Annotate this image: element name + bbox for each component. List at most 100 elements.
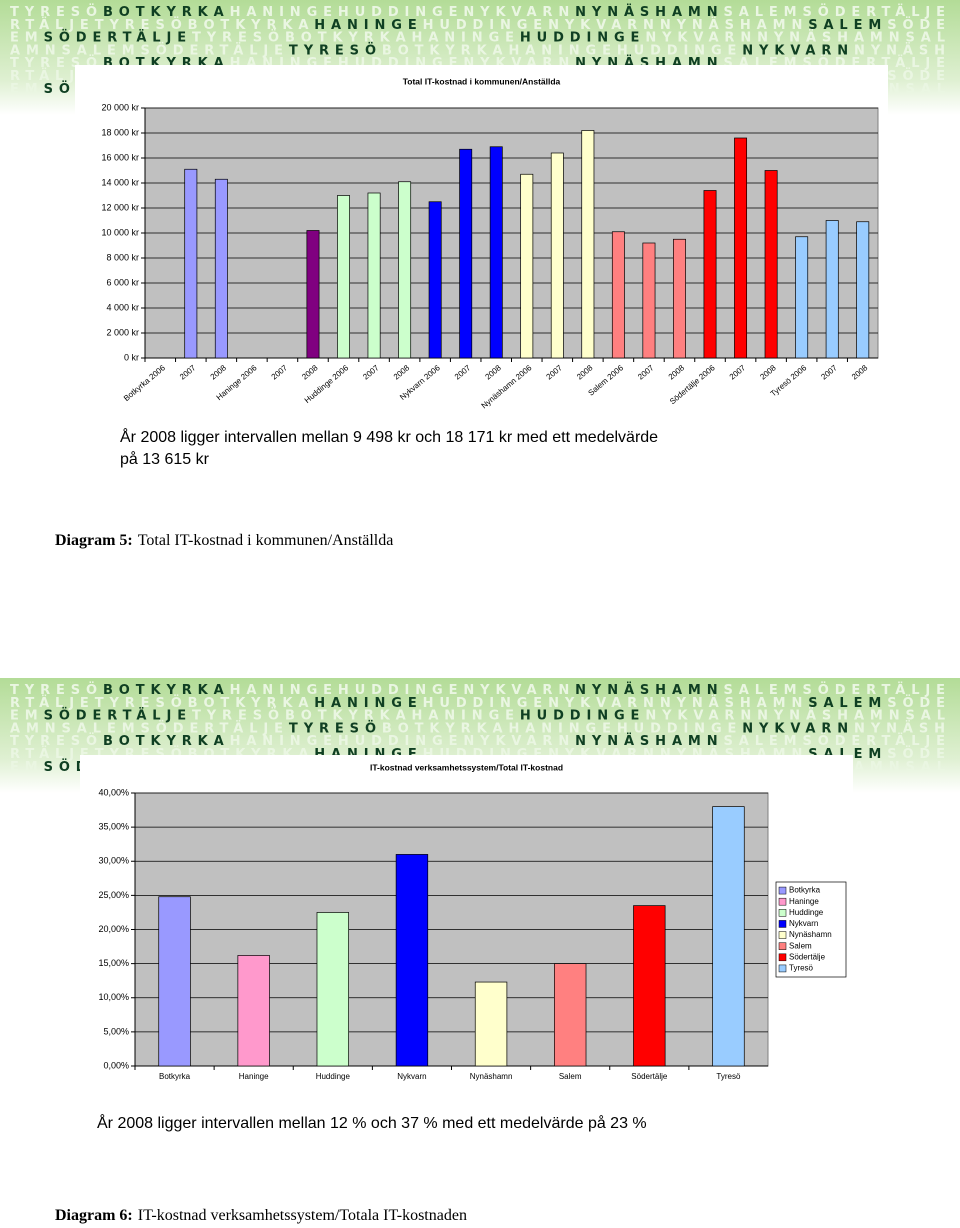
legend-swatch [778,920,787,928]
banner-name: AMNSALEMSÖDERTÄLJE [10,42,283,58]
bar [398,181,412,359]
y-tick-label: 10 000 kr [101,227,139,237]
legend-swatch [778,897,787,906]
x-tick-label: Nynäshamn [470,1072,513,1081]
banner-name-highlight: NYNÄSHAMN [575,4,718,20]
y-tick-label: 0,00% [103,1060,129,1070]
legend-label: Tyresö [789,964,814,973]
legend-swatch [778,909,787,917]
y-tick-label: 6 000 kr [106,277,139,287]
y-tick-label: 10,00% [98,992,129,1002]
bar [856,221,870,359]
legend-swatch [778,931,787,939]
legend-swatch [778,942,787,950]
bar [825,220,839,359]
bar [581,130,595,359]
bar [214,178,228,359]
bar [459,148,473,359]
y-tick-label: 30,00% [98,856,129,866]
legend-label: Nykvarn [789,919,818,928]
caption-label: Diagram 6: [55,1207,133,1224]
y-tick-label: 35,00% [98,822,129,832]
banner-name: EM [10,81,38,96]
x-tick-label: Botkyrka [159,1072,191,1081]
bar [550,152,564,359]
bar [316,912,349,1067]
bar [237,955,270,1067]
x-tick-label: Haninge [239,1072,269,1081]
y-tick-label: 5,00% [103,1026,129,1036]
bar [795,236,809,359]
bar [306,230,320,359]
bar [337,195,350,359]
y-tick-label: 12 000 kr [101,202,139,212]
banner-name-highlight: NYNÄSHAMN [575,682,718,698]
legend-label: Nynäshamn [789,930,832,939]
banner-name: EM [10,759,38,774]
bar [633,905,666,1067]
bar [642,242,656,359]
x-tick-label: Nykvarn [397,1072,426,1081]
legend-label: Södertälje [789,952,826,961]
bar [474,981,508,1067]
banner-name-highlight: NYNÄSHAMN [575,733,718,749]
y-tick-label: 20,00% [98,924,129,934]
summary-text: År 2008 ligger intervallen mellan 12 % o… [97,1113,647,1132]
banner-name-highlight: HANINGE [314,695,416,710]
banner-name: AMNSALEMSÖDERTÄLJE [10,720,283,736]
bar [158,896,191,1067]
y-tick-label: 16 000 kr [101,152,139,162]
bar [703,190,717,359]
legend-box [775,881,847,978]
x-tick-label: Tyresö [716,1072,741,1081]
bar [734,137,748,359]
y-tick-label: 40,00% [98,787,129,797]
y-tick-label: 15,00% [98,958,129,968]
summary-text: År 2008 ligger intervallen mellan 9 498 … [120,427,658,446]
y-tick-label: 18 000 kr [101,127,139,137]
bar [367,192,381,359]
banner-name: EM [10,30,38,45]
chart-title: IT-kostnad verksamhetssystem/Total IT-ko… [370,762,563,772]
bar [489,146,503,359]
bar [712,806,745,1067]
banner-name: TYRESÖBOTKYRKAHANINGE [192,29,514,45]
chart-title: Total IT-kostnad i kommunen/Anställda [403,76,561,86]
x-tick-label: Huddinge [316,1072,351,1081]
bar [764,170,778,359]
x-tick-label: Salem [559,1072,582,1081]
bar [554,963,587,1067]
bar [520,173,534,359]
legend-label: Salem [789,941,812,950]
bar [673,238,686,359]
caption-text: IT-kostnad verksamhetssystem/Totala IT-k… [138,1207,467,1224]
legend-swatch [778,886,787,895]
legend-label: Haninge [789,897,819,906]
y-tick-label: 4 000 kr [106,302,139,312]
bar [395,854,429,1067]
y-tick-label: 14 000 kr [101,177,139,187]
x-tick-label: Södertälje [631,1072,668,1081]
summary-text: på 13 615 kr [120,450,210,468]
legend-swatch [778,964,787,973]
banner-name: TYRESÖBOTKYRKAHANINGE [192,707,514,723]
y-tick-label: 8 000 kr [106,252,139,262]
bar [611,231,625,359]
legend-swatch [778,953,787,962]
legend-label: Botkyrka [789,886,821,895]
caption: Diagram 6: IT-kostnad verksamhetssystem/T… [55,1207,467,1224]
legend-label: Huddinge [789,908,824,917]
y-tick-label: 20 000 kr [101,102,139,112]
banner-name: EM [10,708,38,723]
caption: Diagram 5: Total IT-kostnad i kommunen/An… [55,532,393,549]
y-tick-label: 0 kr [124,352,139,362]
legend: Botkyrka Haninge Huddinge Nykvarn Nynäshamn S… [775,881,847,978]
y-tick-label: 2 000 kr [106,327,139,337]
banner-name-highlight: HANINGE [314,17,416,32]
caption-text: Total IT-kostnad i kommunen/Anställda [138,532,394,549]
bar [428,201,442,359]
y-tick-label: 25,00% [98,890,129,900]
bar [184,168,198,359]
